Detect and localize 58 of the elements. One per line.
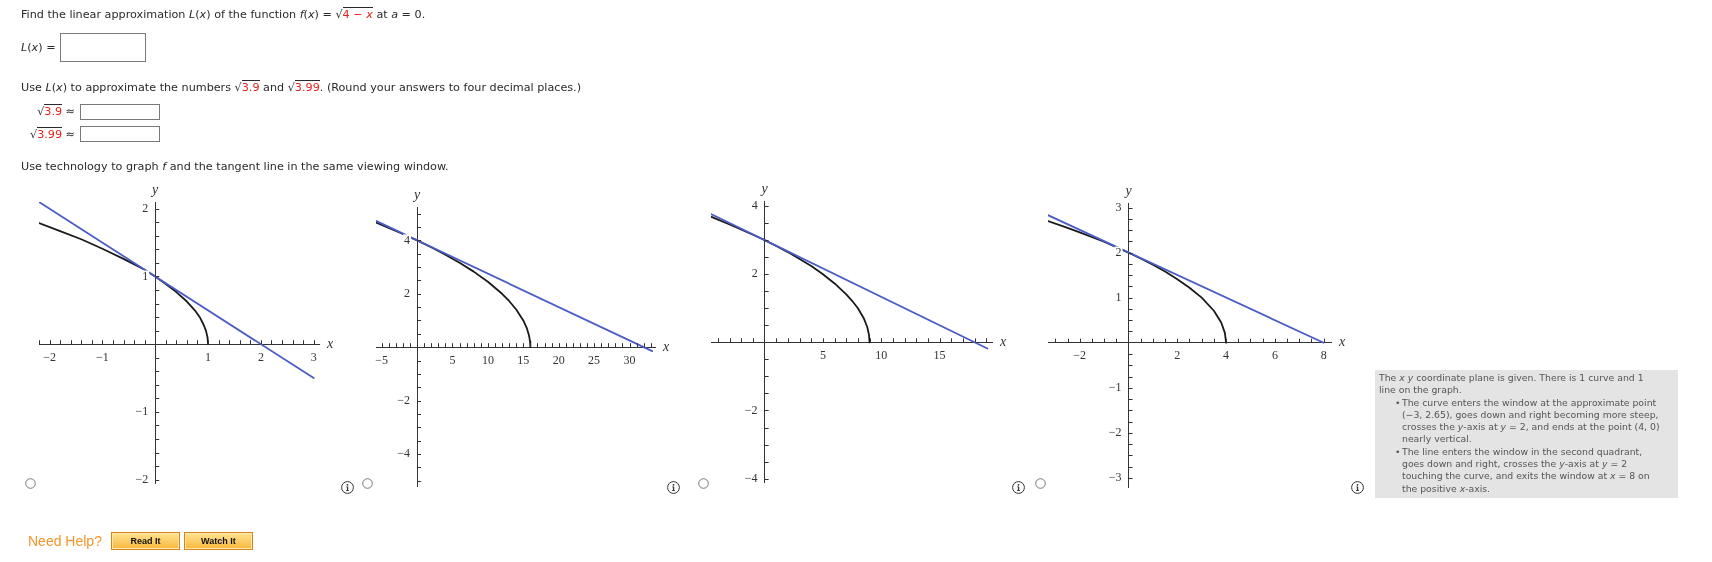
y-tick-label: −4 (745, 470, 758, 485)
x-tick-label: 25 (588, 352, 601, 367)
text: • The curve enters the window at the approximate point (−3, 2.65), goes down and right becoming more steep, crosses the y-axis at y = 2, and ends at the point (4, 0) nearly vertical. (1394, 396, 1660, 445)
y-tick-label: −2 (135, 471, 148, 486)
x-tick-label: 5 (820, 347, 827, 362)
x-tick-label: −2 (1073, 348, 1087, 363)
y-tick-label: −1 (135, 404, 148, 419)
text: √3.9 ≈ (37, 104, 75, 119)
x-tick-label: 30 (623, 352, 636, 367)
x-axis-title: x (662, 338, 671, 354)
x-tick-label: 15 (517, 352, 530, 367)
y-tick-label: 4 (751, 198, 758, 213)
y-tick-label: 2 (751, 266, 758, 281)
y-axis-title: y (412, 186, 422, 202)
x-axis-title: x (999, 334, 1008, 350)
text: √3.99 ≈ (30, 127, 75, 142)
y-tick-label: 2 (141, 201, 148, 216)
text: Need Help? (28, 532, 102, 550)
y-tick-label: 4 (404, 232, 411, 247)
x-tick-label: −1 (95, 349, 109, 364)
text: Use technology to graph f and the tangent line in the same viewing window. (21, 160, 449, 174)
x-tick-label: 5 (449, 352, 456, 367)
y-tick-label: 1 (1115, 290, 1122, 305)
x-tick-label: −2 (42, 349, 56, 364)
y-tick-label: 3 (1115, 199, 1122, 214)
y-tick-label: −1 (1109, 380, 1122, 395)
x-tick-label: 4 (1223, 348, 1230, 363)
y-tick-label: 1 (141, 268, 148, 283)
x-tick-label: 3 (310, 349, 317, 364)
x-axis-title: x (1338, 334, 1347, 350)
text: Use L(x) to approximate the numbers √3.9 and √3.99. (Round your answers to four decimal places.) (21, 81, 582, 94)
y-tick-label: 2 (1115, 244, 1122, 259)
y-tick-label: −2 (397, 392, 411, 407)
y-axis-title: y (759, 180, 769, 196)
x-tick-label: 20 (552, 352, 565, 367)
y-axis-title: y (1123, 182, 1133, 198)
y-tick-label: −3 (1109, 470, 1122, 485)
button: Watch It (183, 532, 253, 550)
text: • The line enters the window in the second quadrant, goes down and right, crosses the y-axis at y = 2 touching the curve, and exits the window at x = 8 on the positive x-axis. (1394, 445, 1650, 494)
x-tick-label: 1 (204, 349, 211, 364)
x-tick-label: 10 (481, 352, 494, 367)
y-tick-label: −4 (397, 445, 411, 460)
x-tick-label: −5 (375, 352, 389, 367)
text: Find the linear approximation L(x) of the function f(x) = √4 − x at a = 0. (21, 8, 426, 21)
x-tick-label: 2 (257, 349, 264, 364)
text: L(x) = (21, 41, 56, 55)
x-tick-label: 6 (1272, 348, 1279, 363)
x-tick-label: 15 (933, 347, 946, 362)
y-tick-label: −2 (745, 402, 758, 417)
x-tick-label: 2 (1174, 348, 1181, 363)
y-axis-title: y (149, 181, 159, 197)
y-tick-label: 2 (404, 285, 411, 300)
x-tick-label: 10 (875, 347, 888, 362)
x-axis-title: x (325, 336, 334, 352)
button: Read It (110, 532, 180, 550)
text: The x y coordinate plane is given. There is 1 curve and 1 line on the graph. (1378, 371, 1645, 397)
y-tick-label: −2 (1109, 425, 1122, 440)
x-tick-label: 8 (1320, 348, 1327, 363)
